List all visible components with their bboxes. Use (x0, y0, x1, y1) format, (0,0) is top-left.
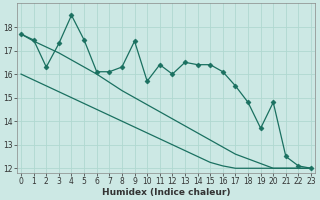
X-axis label: Humidex (Indice chaleur): Humidex (Indice chaleur) (102, 188, 230, 197)
